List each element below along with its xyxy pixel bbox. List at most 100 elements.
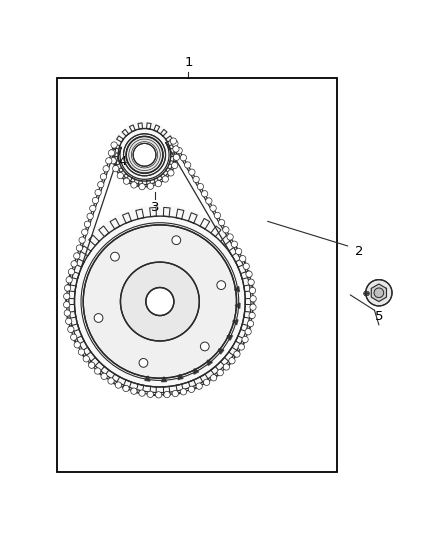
Circle shape (250, 304, 256, 310)
Circle shape (238, 344, 244, 350)
Circle shape (108, 378, 114, 384)
Polygon shape (235, 303, 240, 309)
Circle shape (124, 178, 130, 184)
Circle shape (110, 149, 116, 156)
Circle shape (146, 287, 174, 316)
Circle shape (172, 236, 181, 245)
Circle shape (240, 255, 246, 262)
Polygon shape (371, 284, 386, 302)
Circle shape (214, 212, 220, 219)
Polygon shape (194, 369, 198, 374)
Circle shape (64, 293, 70, 300)
Circle shape (219, 220, 225, 226)
Circle shape (188, 386, 194, 392)
Circle shape (180, 389, 187, 395)
Circle shape (120, 262, 199, 341)
Circle shape (66, 318, 72, 325)
Circle shape (229, 358, 235, 364)
Circle shape (88, 362, 95, 368)
Circle shape (83, 356, 89, 362)
Circle shape (100, 174, 106, 180)
Circle shape (168, 169, 174, 176)
Text: 4: 4 (118, 155, 127, 168)
Circle shape (242, 336, 248, 343)
Circle shape (147, 391, 153, 398)
Polygon shape (145, 376, 150, 381)
Circle shape (111, 142, 117, 148)
Circle shape (131, 182, 137, 188)
Circle shape (206, 198, 212, 204)
Circle shape (189, 169, 195, 175)
Circle shape (147, 183, 154, 189)
Circle shape (170, 138, 177, 144)
Circle shape (236, 248, 242, 255)
Circle shape (223, 364, 230, 370)
Circle shape (139, 359, 148, 367)
Circle shape (249, 312, 255, 319)
Circle shape (172, 140, 178, 147)
Circle shape (68, 326, 74, 333)
Polygon shape (219, 349, 224, 354)
Circle shape (172, 162, 178, 168)
Circle shape (164, 391, 170, 398)
Circle shape (113, 165, 119, 172)
Circle shape (126, 136, 163, 173)
Circle shape (74, 342, 80, 348)
Circle shape (201, 191, 208, 197)
Circle shape (155, 181, 162, 187)
Circle shape (243, 263, 249, 269)
Circle shape (98, 181, 104, 188)
Circle shape (201, 342, 209, 351)
Circle shape (94, 313, 103, 322)
Circle shape (247, 320, 254, 327)
Circle shape (74, 253, 80, 259)
Circle shape (197, 183, 204, 190)
Circle shape (139, 183, 145, 190)
Circle shape (76, 245, 83, 251)
Circle shape (193, 176, 199, 182)
Circle shape (64, 205, 256, 398)
Circle shape (173, 154, 180, 160)
Circle shape (81, 229, 88, 236)
Circle shape (95, 189, 101, 196)
Circle shape (176, 148, 182, 154)
Circle shape (101, 373, 107, 379)
Circle shape (246, 271, 252, 277)
Circle shape (173, 146, 179, 152)
Circle shape (68, 269, 74, 275)
Text: 5: 5 (374, 310, 383, 324)
Circle shape (217, 369, 223, 376)
Circle shape (92, 197, 99, 204)
Circle shape (111, 121, 178, 189)
Text: 1: 1 (184, 56, 193, 69)
Circle shape (172, 390, 178, 397)
Circle shape (250, 296, 256, 302)
Circle shape (78, 349, 85, 355)
Circle shape (123, 385, 129, 392)
Circle shape (217, 281, 226, 289)
Circle shape (64, 310, 71, 316)
Polygon shape (207, 360, 212, 366)
Circle shape (231, 241, 237, 247)
Circle shape (83, 225, 237, 378)
Circle shape (366, 280, 392, 306)
Polygon shape (227, 336, 233, 340)
Circle shape (110, 158, 116, 164)
Circle shape (162, 176, 169, 182)
Circle shape (139, 390, 145, 396)
Circle shape (234, 351, 240, 357)
Circle shape (155, 392, 162, 398)
Circle shape (64, 302, 70, 308)
Circle shape (227, 234, 233, 240)
Bar (57, 78, 337, 472)
Circle shape (124, 134, 166, 176)
Circle shape (115, 382, 121, 388)
Circle shape (211, 375, 217, 381)
Circle shape (245, 328, 251, 335)
Circle shape (84, 221, 91, 228)
Text: 3: 3 (151, 201, 160, 214)
Circle shape (131, 388, 137, 394)
Circle shape (64, 285, 71, 291)
Polygon shape (162, 377, 167, 382)
Polygon shape (178, 374, 183, 379)
